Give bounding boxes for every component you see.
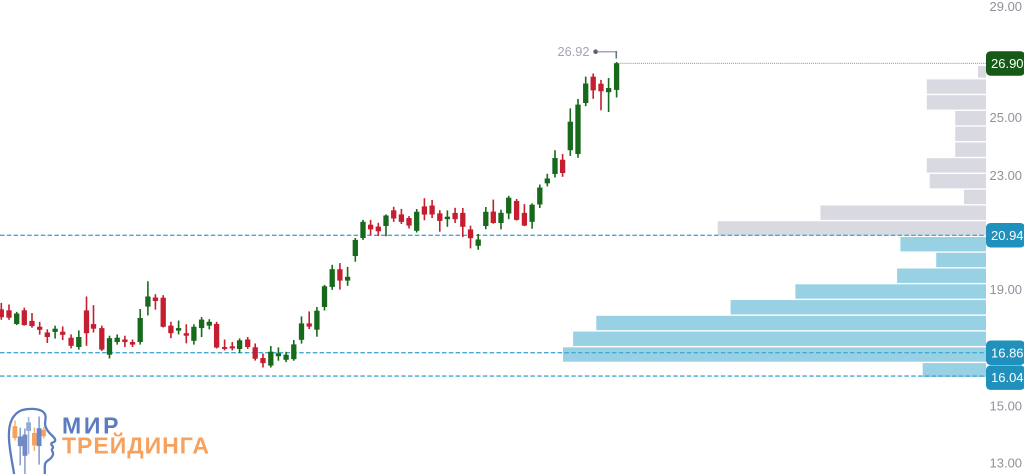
svg-text:19.00: 19.00 xyxy=(990,282,1023,297)
svg-text:20.94: 20.94 xyxy=(991,228,1024,243)
svg-text:26.92: 26.92 xyxy=(557,44,589,59)
svg-text:13.00: 13.00 xyxy=(990,455,1023,470)
svg-text:ТРЕЙДИНГА: ТРЕЙДИНГА xyxy=(62,432,210,459)
svg-text:МИР: МИР xyxy=(62,413,121,439)
svg-text:15.00: 15.00 xyxy=(990,398,1023,413)
svg-text:16.04: 16.04 xyxy=(991,370,1024,385)
svg-text:16.86: 16.86 xyxy=(991,345,1024,360)
svg-text:25.00: 25.00 xyxy=(990,110,1023,125)
svg-text:29.00: 29.00 xyxy=(990,0,1023,14)
svg-text:26.90: 26.90 xyxy=(991,56,1024,71)
svg-text:23.00: 23.00 xyxy=(990,168,1023,183)
